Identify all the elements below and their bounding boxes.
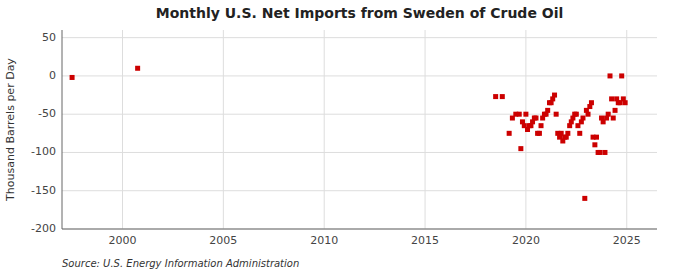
x-tick-label: 2010 <box>310 234 338 247</box>
y-axis-label: Thousand Barrels per Day <box>4 58 17 202</box>
point <box>500 94 505 99</box>
point <box>623 100 628 105</box>
point <box>574 112 579 117</box>
point <box>609 96 614 101</box>
grid <box>62 30 657 229</box>
point <box>533 116 538 121</box>
x-tick-label: 2000 <box>109 234 137 247</box>
point <box>608 73 613 78</box>
chart: -200 -150 -100 -50 0 50 2000 2005 2010 2015 2020 20… <box>0 0 675 275</box>
point <box>545 108 550 113</box>
point <box>554 112 559 117</box>
point <box>594 135 599 140</box>
y-tick-label: -200 <box>31 222 56 235</box>
point <box>582 196 587 201</box>
x-tick-label: 2015 <box>411 234 439 247</box>
point <box>611 116 616 121</box>
x-grid-line <box>324 30 325 229</box>
point <box>597 150 602 155</box>
point <box>537 131 542 136</box>
y-axis-line <box>62 30 63 229</box>
point <box>592 142 597 147</box>
point <box>565 131 570 136</box>
y-grid-line <box>62 37 657 38</box>
point <box>523 112 528 117</box>
x-axis-line <box>62 229 657 230</box>
y-grid-line <box>62 152 657 153</box>
point <box>518 146 523 151</box>
points <box>70 66 628 201</box>
x-tick-label: 2020 <box>512 234 540 247</box>
point <box>135 66 140 71</box>
y-grid-line <box>62 190 657 191</box>
point <box>586 112 591 117</box>
y-grid-line <box>62 75 657 76</box>
point <box>507 131 512 136</box>
y-tick-label: 0 <box>49 69 56 82</box>
point <box>517 112 522 117</box>
point <box>589 100 594 105</box>
x-grid-line <box>425 30 426 229</box>
y-tick-label: 50 <box>42 31 56 44</box>
x-tick-label: 2025 <box>613 234 641 247</box>
point <box>580 116 585 121</box>
point <box>613 108 618 113</box>
point <box>602 150 607 155</box>
point <box>606 112 611 117</box>
x-grid-line <box>223 30 224 229</box>
point <box>552 93 557 98</box>
point <box>539 123 544 128</box>
point <box>70 75 75 80</box>
title: Monthly U.S. Net Imports from Sweden of … <box>156 5 564 21</box>
y-tick-label: -50 <box>38 107 56 120</box>
x-tick-label: 2005 <box>209 234 237 247</box>
point <box>619 73 624 78</box>
x-grid-line <box>626 30 627 229</box>
y-tick-label: -100 <box>31 145 56 158</box>
x-grid-line <box>122 30 123 229</box>
point <box>493 94 498 99</box>
y-grid-line <box>62 229 657 230</box>
y-tick-label: -150 <box>31 184 56 197</box>
source-note: Source: U.S. Energy Information Administ… <box>62 258 299 269</box>
point <box>577 131 582 136</box>
y-grid-line <box>62 114 657 115</box>
